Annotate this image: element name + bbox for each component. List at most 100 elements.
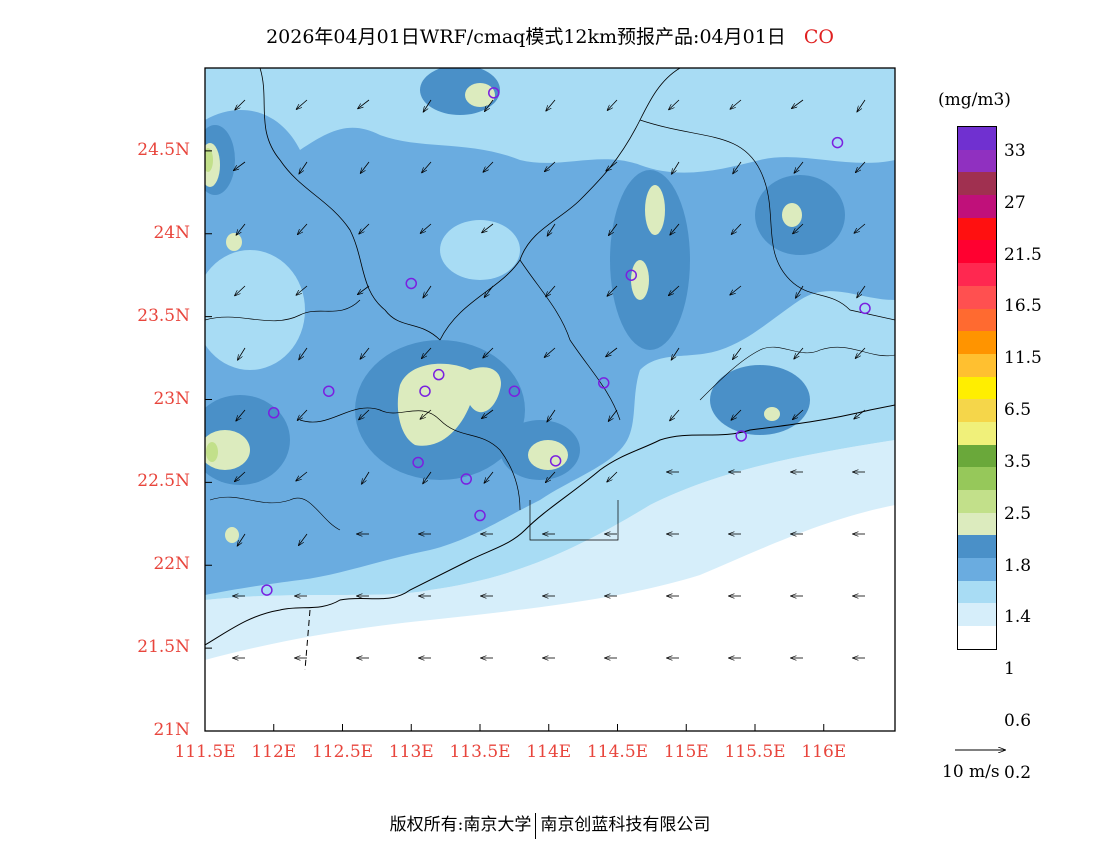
lat-label: 21N: [153, 720, 190, 740]
wind-vector: [731, 223, 742, 234]
wind-vector: [730, 285, 742, 295]
wind-vector: [234, 161, 246, 170]
monitoring-station: [625, 269, 637, 281]
wind-vector: [422, 161, 432, 173]
wind-vector: [796, 285, 804, 298]
wind-vector: [854, 223, 866, 233]
monitoring-station: [508, 385, 521, 397]
wind-vector: [423, 285, 432, 298]
wind-vector: [546, 99, 556, 111]
wind-vector: [299, 347, 308, 359]
colorbar-swatch: [958, 195, 996, 218]
wind-vector: [672, 161, 680, 174]
wind-vector: [423, 99, 432, 112]
monitoring-station: [261, 584, 273, 596]
wind-vector: [606, 347, 618, 357]
colorbar-swatch: [958, 421, 996, 445]
wind-vector: [855, 347, 866, 358]
lon-label: 114.5E: [586, 742, 649, 762]
lat-label: 21.5N: [137, 637, 190, 658]
lon-label: 112.5E: [311, 742, 374, 762]
colorbar-swatch: [958, 444, 996, 468]
lon-label: 112E: [251, 742, 297, 762]
wind-vector: [358, 99, 370, 109]
wind-vector: [669, 99, 680, 110]
monitoring-station: [474, 509, 486, 522]
monitoring-station: [735, 430, 747, 442]
wind-vector: [733, 161, 742, 173]
wind-vector: [733, 347, 742, 359]
lat-label: 22.5N: [137, 471, 190, 492]
colorbar-swatch: [958, 626, 996, 649]
wind-vector: [793, 223, 804, 234]
colorbar-swatch: [958, 580, 996, 604]
colorbar-label: 16.5: [1004, 296, 1042, 317]
colorbar-label: 1.4: [1004, 607, 1032, 628]
monitoring-station: [460, 473, 472, 485]
wind-vector: [669, 285, 680, 295]
colorbar-label: 11.5: [1004, 348, 1042, 369]
colorbar-swatch: [958, 535, 996, 559]
wind-vector: [359, 409, 370, 420]
wind-vector: [298, 223, 308, 234]
wind-vector: [547, 223, 556, 236]
colorbar-label: 0.2: [1004, 762, 1032, 783]
monitoring-station: [831, 136, 844, 149]
wind-vector: [236, 409, 246, 421]
colorbar-swatch: [958, 512, 996, 536]
lat-label: 23N: [153, 388, 190, 409]
wind-vector: [731, 409, 742, 420]
colorbar-swatch: [958, 558, 996, 581]
wind-vector: [547, 409, 556, 422]
colorbar-unit: (mg/m3): [938, 90, 1011, 110]
lon-label: 115E: [663, 742, 709, 762]
wind-vector: [608, 409, 618, 421]
lon-label: 114E: [526, 742, 572, 762]
colorbar-swatch: [958, 217, 996, 241]
wind-vector: [420, 409, 432, 419]
wind-vector: [670, 409, 680, 421]
shading-0.2: [205, 440, 895, 660]
wind-vector: [607, 285, 618, 296]
colorbar-label: 21.5: [1004, 244, 1042, 265]
wind-vector: [482, 409, 494, 418]
wind-vector: [546, 471, 556, 482]
wind-vector: [544, 347, 556, 357]
wind-vector: [362, 471, 370, 484]
lon-label: 113.5E: [449, 742, 511, 762]
wind-vector: [484, 285, 494, 297]
lat-label: 23.5N: [137, 305, 190, 326]
wind-vector: [360, 161, 370, 173]
wind-vector: [238, 347, 246, 360]
wind-vector: [856, 161, 866, 172]
wind-vector: [360, 347, 370, 359]
lat-label: 24.5N: [137, 139, 190, 160]
wind-vector: [730, 99, 742, 109]
monitoring-station: [412, 456, 424, 469]
monitoring-station: [549, 455, 562, 467]
colorbar-swatch: [958, 172, 996, 196]
wind-vector: [545, 161, 556, 171]
colorbar-swatch: [958, 308, 996, 332]
monitoring-station: [405, 277, 417, 290]
wind-vector: [296, 285, 308, 295]
wind-vector: [671, 347, 680, 360]
colorbar-label: 3.5: [1004, 451, 1032, 472]
colorbar-swatch: [958, 149, 996, 173]
wind-vector: [794, 161, 804, 173]
monitoring-station: [433, 368, 445, 381]
wind-vector: [857, 285, 866, 297]
wind-vector: [483, 161, 494, 172]
wind-vector: [483, 347, 494, 358]
colorbar: [957, 126, 997, 650]
wind-vector: [358, 285, 370, 294]
wind-vector: [359, 223, 370, 234]
wind-vector: [237, 533, 246, 546]
colorbar-swatch: [958, 490, 996, 513]
colorbar-swatch: [958, 331, 996, 354]
wind-vector: [236, 223, 246, 235]
wind-vector: [482, 223, 494, 233]
colorbar-label: 6.5: [1004, 400, 1032, 421]
colorbar-swatch: [958, 353, 996, 377]
